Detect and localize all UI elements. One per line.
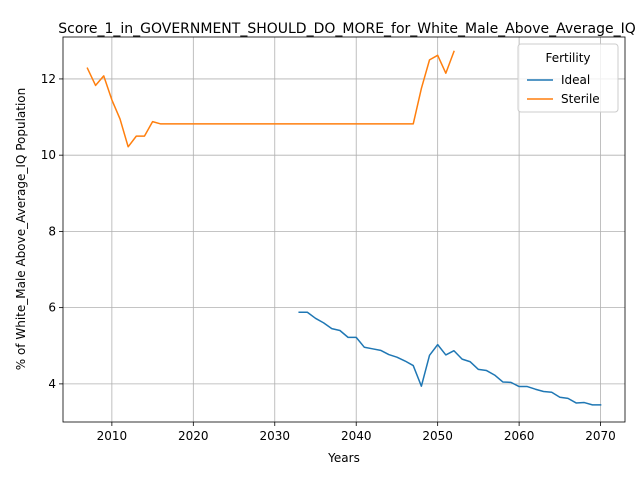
legend-title: Fertility [545,51,590,65]
x-axis: 2010 2020 2030 2040 2050 2060 2070 [97,422,616,443]
legend-label-ideal: Ideal [561,73,590,87]
x-tick-label-2050: 2050 [422,429,453,443]
y-axis: 4 6 8 10 12 [41,72,63,391]
x-tick-label-2030: 2030 [259,429,290,443]
y-axis-label: % of White_Male Above_Average_IQ Populat… [14,88,28,371]
x-tick-label-2020: 2020 [178,429,209,443]
y-tick-label-10: 10 [41,148,56,162]
legend: Fertility Ideal Sterile [517,43,619,113]
legend-frame [517,43,619,113]
x-tick-label-2010: 2010 [97,429,128,443]
x-axis-label: Years [327,451,360,465]
y-tick-label-4: 4 [48,377,56,391]
y-tick-label-8: 8 [48,224,56,238]
plot-frame [62,36,626,423]
legend-label-sterile: Sterile [561,92,600,106]
series-line-sterile [86,50,455,148]
x-tick-label-2040: 2040 [341,429,372,443]
x-tick-label-2060: 2060 [504,429,535,443]
y-tick-label-6: 6 [48,301,56,315]
series-layer [86,50,602,406]
chart-title: Score_1_in_GOVERNMENT_SHOULD_DO_MORE_for… [58,21,636,37]
y-tick-label-12: 12 [41,72,56,86]
x-tick-label-2070: 2070 [585,429,616,443]
series-line-ideal [298,311,602,406]
